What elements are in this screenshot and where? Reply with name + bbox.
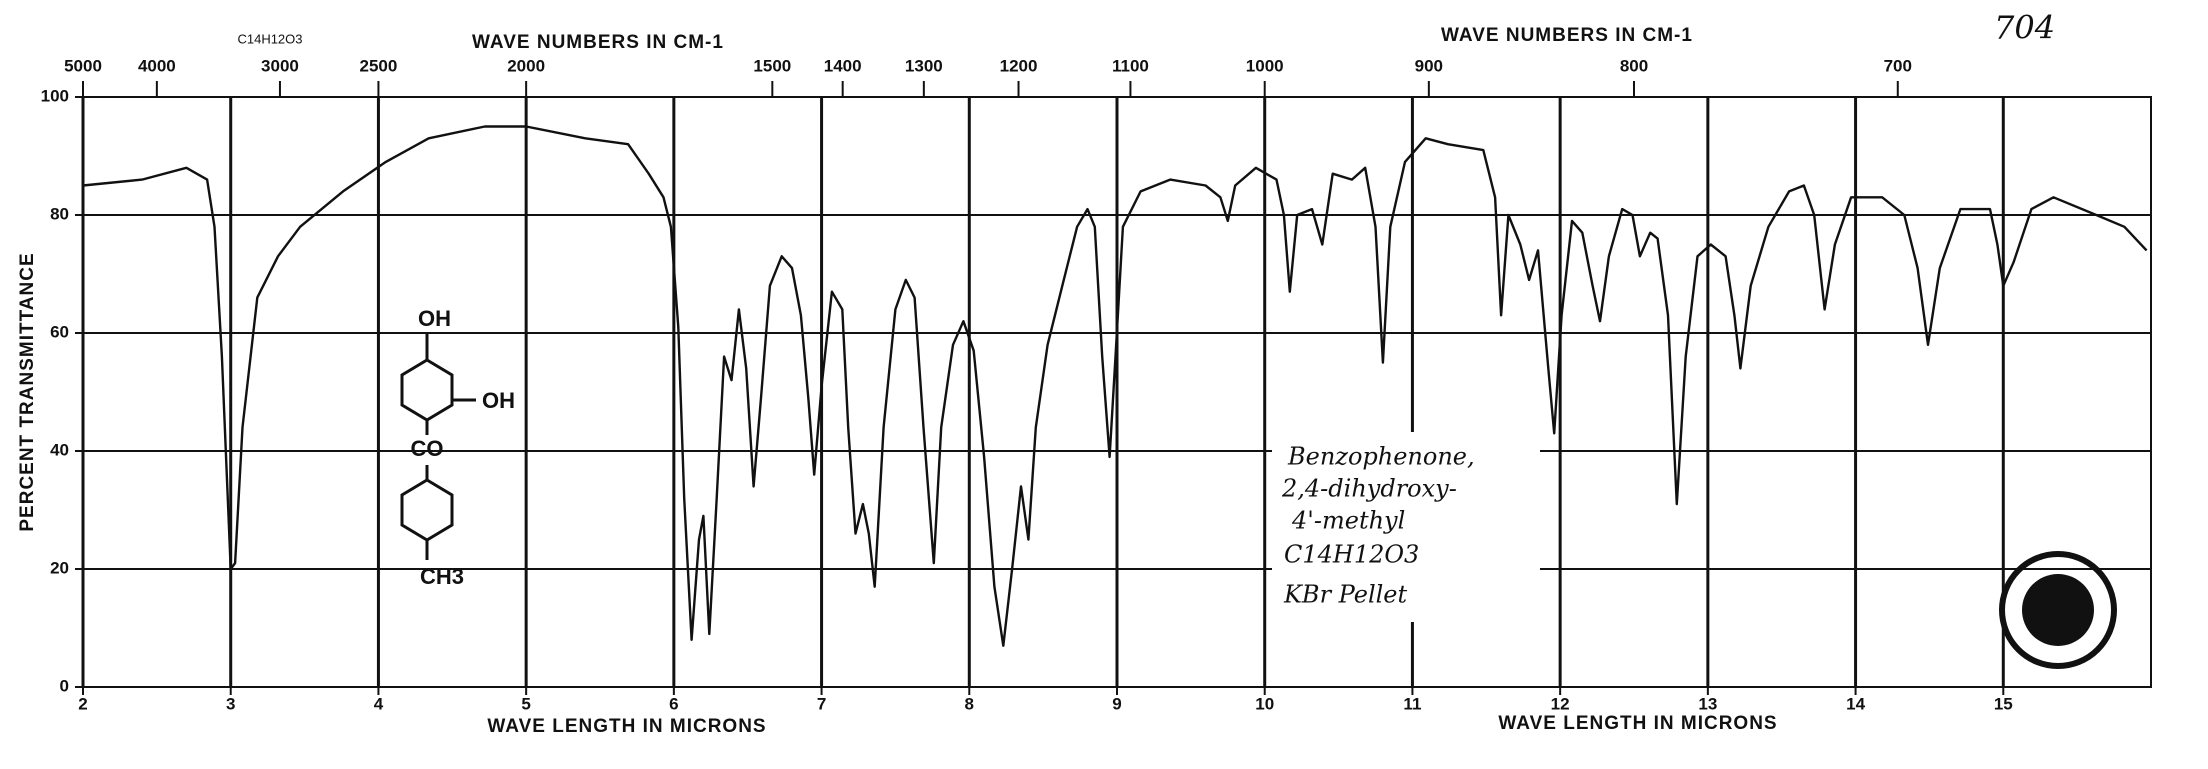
y-axis-title: PERCENT TRANSMITTANCE bbox=[17, 252, 38, 531]
top-tick-label: 4000 bbox=[138, 56, 176, 75]
formula-label: C14H12O3 bbox=[237, 31, 302, 46]
y-tick-label: 0 bbox=[60, 676, 69, 695]
stamp-ring bbox=[1999, 551, 2117, 669]
ring bbox=[400, 478, 454, 542]
structure-label: CO bbox=[411, 436, 444, 461]
top-tick-label: 1000 bbox=[1246, 56, 1284, 75]
top-tick-label: 1100 bbox=[1112, 56, 1149, 75]
y-tick-label: 60 bbox=[50, 322, 69, 341]
x-tick-label: 14 bbox=[1846, 694, 1865, 713]
top-axis-title: WAVE NUMBERS IN CM-1 bbox=[472, 32, 724, 53]
x-tick-label: 4 bbox=[374, 694, 384, 713]
x-tick-label: 10 bbox=[1255, 694, 1274, 713]
top-axis-title: WAVE NUMBERS IN CM-1 bbox=[1441, 25, 1693, 46]
ring bbox=[400, 358, 454, 422]
top-tick-label: 2500 bbox=[360, 56, 398, 75]
spectrum-line bbox=[82, 125, 2148, 647]
top-tick-label: 900 bbox=[1415, 56, 1443, 75]
annotation-line: 4'-methyl bbox=[1291, 507, 1405, 535]
top-tick-label: 5000 bbox=[64, 56, 102, 75]
stamp-core bbox=[2022, 574, 2094, 646]
x-axis-title: WAVE LENGTH IN MICRONS bbox=[487, 716, 766, 737]
x-tick-label: 2 bbox=[78, 694, 87, 713]
y-tick-label: 80 bbox=[50, 204, 69, 223]
annotation-line: 2,4-dihydroxy- bbox=[1281, 475, 1457, 503]
top-tick-label: 1200 bbox=[1000, 56, 1038, 75]
top-tick-label: 700 bbox=[1884, 56, 1912, 75]
structure-label: OH bbox=[482, 388, 515, 413]
annotation-line: Benzophenone, bbox=[1287, 443, 1475, 471]
x-tick-label: 15 bbox=[1994, 694, 2013, 713]
x-tick-label: 13 bbox=[1698, 694, 1717, 713]
x-tick-label: 7 bbox=[817, 694, 826, 713]
structure-label: CH3 bbox=[420, 564, 464, 589]
x-tick-label: 6 bbox=[669, 694, 678, 713]
structure-label: OH bbox=[418, 306, 451, 331]
top-tick-label: 1300 bbox=[905, 56, 943, 75]
axes: 0 20 40 60 80 100 2 3 4 5 6 7 8 9 10 11 12 13 14 15 5000 4000… bbox=[41, 56, 2152, 713]
sheet-number: 704 bbox=[1994, 9, 2055, 47]
top-tick-label: 1500 bbox=[753, 56, 791, 75]
x-tick-label: 8 bbox=[965, 694, 974, 713]
x-tick-label: 9 bbox=[1112, 694, 1121, 713]
y-tick-label: 40 bbox=[50, 440, 69, 459]
y-tick-label: 100 bbox=[41, 86, 69, 105]
stamp bbox=[1999, 551, 2117, 669]
top-tick-label: 1400 bbox=[824, 56, 862, 75]
annotation-box bbox=[1272, 432, 1540, 622]
x-tick-label: 5 bbox=[521, 694, 530, 713]
x-axis-title: WAVE LENGTH IN MICRONS bbox=[1498, 713, 1777, 734]
top-tick-label: 3000 bbox=[261, 56, 299, 75]
top-tick-label: 800 bbox=[1620, 56, 1648, 75]
x-tick-label: 3 bbox=[226, 694, 235, 713]
y-tick-label: 20 bbox=[50, 558, 69, 577]
structure bbox=[400, 334, 476, 560]
annotation-line: C14H12O3 bbox=[1284, 541, 1419, 569]
x-tick-label: 11 bbox=[1403, 694, 1421, 713]
annotation-line: KBr Pellet bbox=[1283, 581, 1407, 609]
x-tick-label: 12 bbox=[1551, 694, 1570, 713]
plot bbox=[82, 125, 2148, 647]
top-tick-label: 2000 bbox=[507, 56, 545, 75]
